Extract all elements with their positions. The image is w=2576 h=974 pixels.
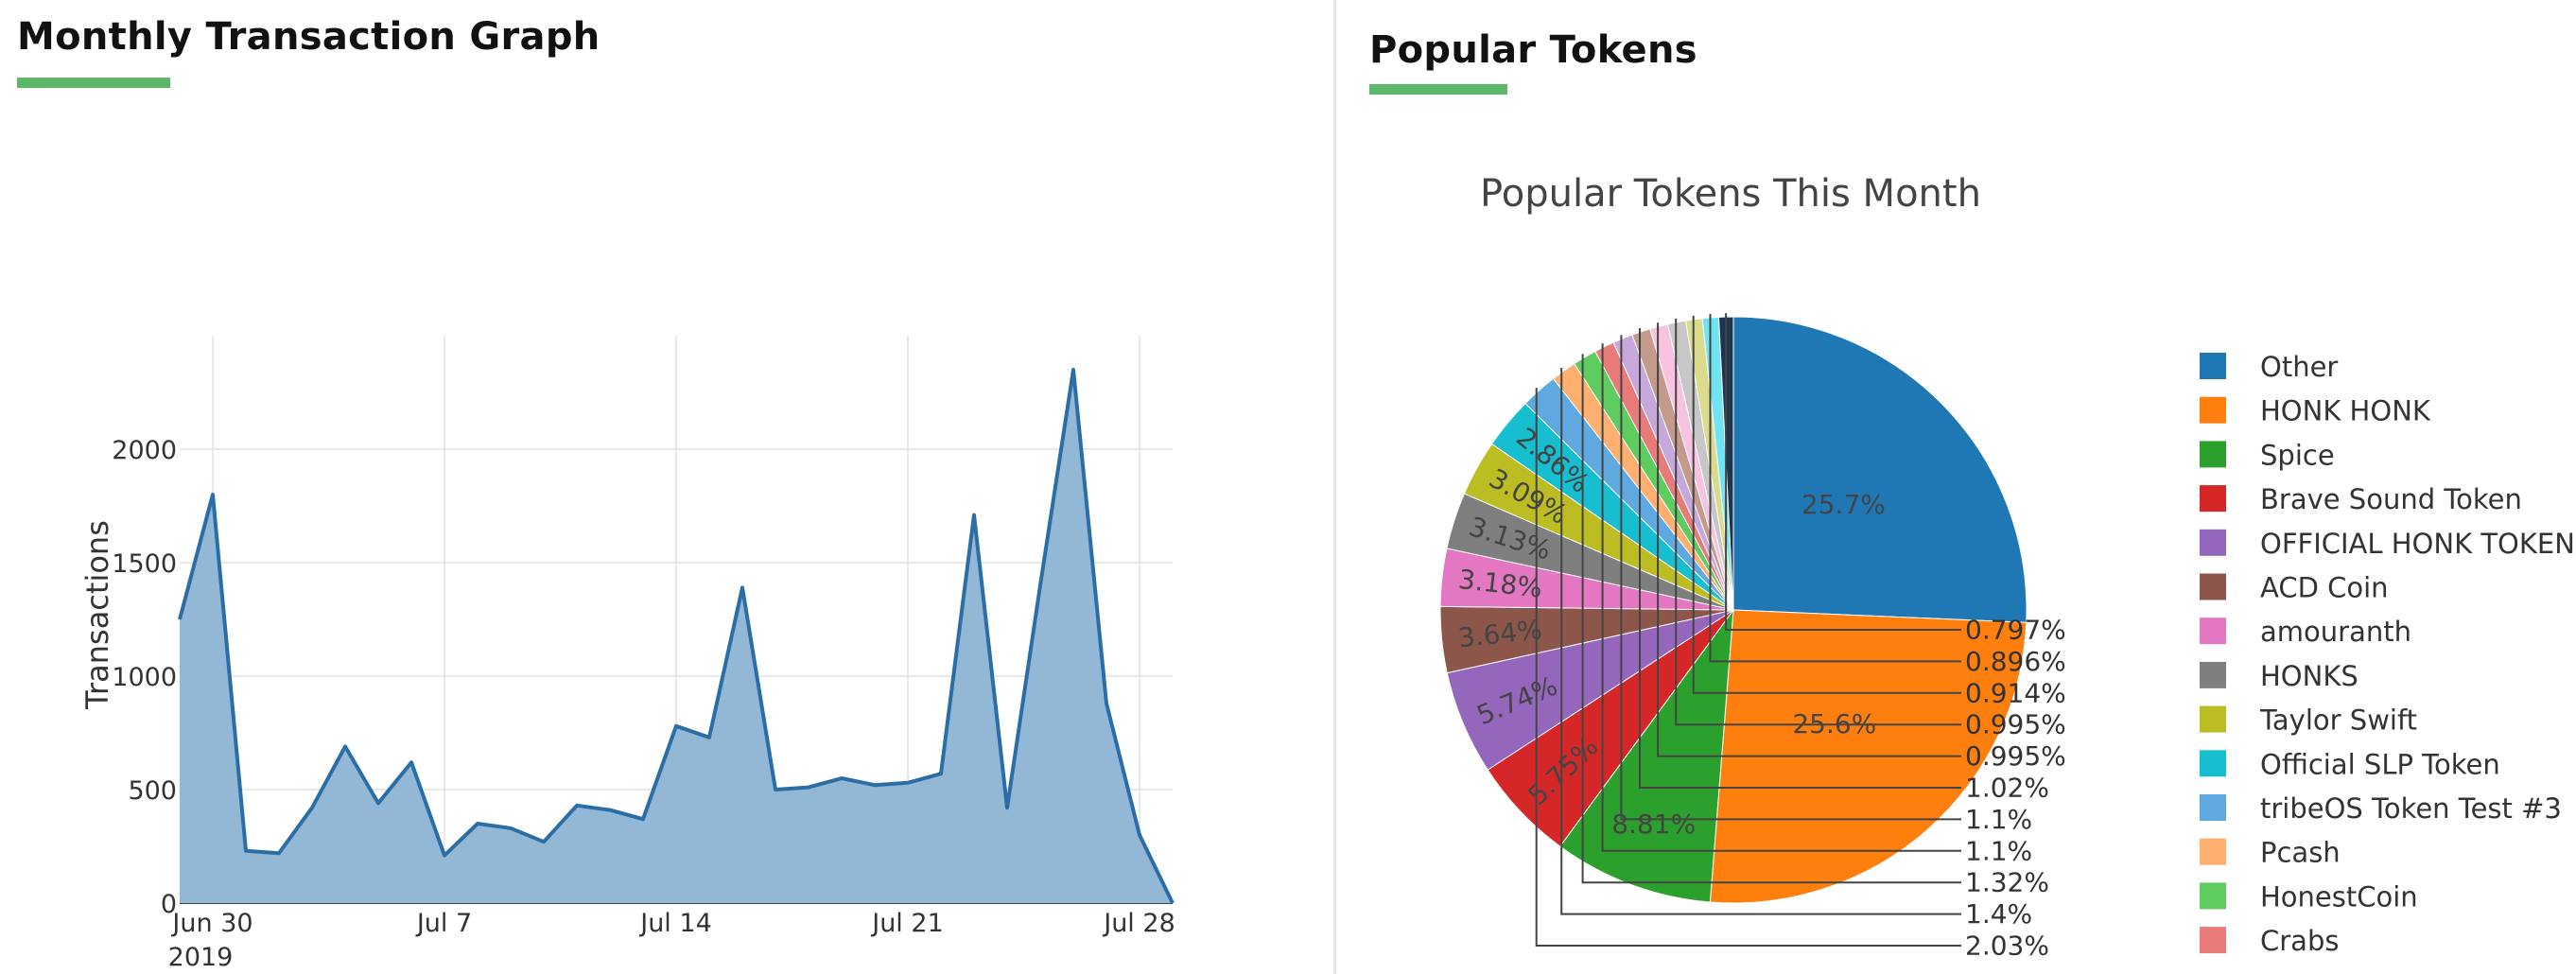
legend-label: ACD Coin	[2260, 572, 2389, 604]
legend-item[interactable]: tribeOS Token Test #3	[2200, 792, 2562, 825]
legend-label: HONK HONK	[2260, 395, 2431, 427]
legend-item[interactable]: Taylor Swift	[2200, 704, 2417, 737]
legend-label: Pcash	[2260, 837, 2341, 869]
x-tick-label: Jun 30	[170, 909, 252, 938]
title-underline-right	[1369, 84, 1507, 95]
legend-item[interactable]: HONKS	[2200, 660, 2358, 692]
legend-label: HONKS	[2260, 660, 2358, 692]
legend-swatch	[2200, 838, 2226, 865]
legend-swatch	[2200, 882, 2226, 910]
legend-label: Brave Sound Token	[2260, 483, 2522, 515]
pie-outside-label: 0.914%	[1965, 677, 2066, 708]
pie-outside-label: 1.1%	[1965, 835, 2032, 866]
y-tick-label: 1500	[112, 549, 177, 579]
title-underline-left	[17, 78, 170, 88]
panel-divider	[1333, 0, 1336, 974]
pie-leader-line	[1709, 314, 1961, 663]
y-tick-label: 2000	[112, 436, 177, 465]
pie-slice-label: 8.81%	[1611, 809, 1696, 840]
pie-slices	[1439, 316, 2028, 904]
pie-leader-line	[1639, 328, 1961, 789]
legend-item[interactable]: amouranth	[2200, 616, 2411, 648]
pie-leader-line	[1560, 368, 1961, 915]
legend-swatch	[2200, 927, 2226, 954]
legend-label: Official SLP Token	[2260, 748, 2500, 780]
legend-item[interactable]: HonestCoin	[2200, 880, 2418, 913]
legend-item[interactable]: HONK HONK	[2200, 395, 2431, 427]
legend-item[interactable]: Other	[2200, 351, 2338, 383]
legend-item[interactable]: OFFICIAL HONK TOKEN	[2200, 528, 2575, 560]
pie-leader-line	[1581, 354, 1961, 884]
x-tick-label: Jul 14	[638, 909, 712, 938]
legend-swatch	[2200, 750, 2226, 777]
legend-swatch	[2200, 441, 2226, 468]
pie-slice	[1732, 316, 2028, 623]
y-tick-label: 500	[128, 776, 177, 806]
legend-item[interactable]: Crabs	[2200, 925, 2339, 957]
pie-outside-label: 1.32%	[1965, 867, 2049, 898]
x-tick-label: Jul 28	[1102, 909, 1175, 938]
legend-label: Taylor Swift	[2259, 704, 2417, 737]
pie-leader-line	[1675, 318, 1961, 726]
pie-outside-label: 1.1%	[1965, 804, 2032, 835]
pie-leader-line	[1620, 335, 1961, 821]
pie-outside-label: 0.797%	[1965, 615, 2066, 646]
legend-swatch	[2200, 396, 2226, 424]
pie-outside-label: 0.896%	[1965, 646, 2066, 677]
x-tick-label: Jul 7	[415, 909, 472, 938]
pie-outside-label: 2.03%	[1965, 931, 2049, 962]
legend-label: Crabs	[2260, 925, 2339, 957]
pie-outside-label: 1.4%	[1965, 898, 2032, 930]
area-fill	[180, 370, 1173, 903]
pie-leader-line	[1725, 313, 1961, 631]
pie-chart-title: Popular Tokens This Month	[1480, 172, 1981, 216]
legend-label: amouranth	[2260, 616, 2411, 648]
area-line	[178, 368, 1175, 904]
pie-outside-label: 1.02%	[1965, 773, 2049, 804]
legend-label: OFFICIAL HONK TOKEN	[2260, 528, 2575, 560]
legend-item[interactable]: Official SLP Token	[2200, 748, 2500, 780]
legend-swatch	[2200, 661, 2226, 688]
legend-swatch	[2200, 617, 2226, 645]
pie-outside-labels: 2.03%1.4%1.32%1.1%1.1%1.02%0.995%0.995%0…	[1535, 313, 2066, 962]
legend-swatch	[2200, 485, 2226, 513]
popular-tokens-pie-chart: Popular Tokens This Month 25.7%25.6%8.81…	[1439, 172, 2575, 962]
y-axis-label: Transactions	[79, 520, 115, 710]
legend-label: tribeOS Token Test #3	[2260, 792, 2562, 825]
legend-item[interactable]: Pcash	[2200, 837, 2341, 869]
legend-label: Spice	[2260, 439, 2335, 471]
x-tick-sublabel: 2019	[168, 943, 234, 972]
popular-tokens-title: Popular Tokens	[1369, 28, 1697, 72]
monthly-transaction-title: Monthly Transaction Graph	[17, 15, 600, 59]
y-tick-labels: 0 500 1000 1500 2000	[112, 436, 177, 919]
legend-item[interactable]: Brave Sound Token	[2200, 483, 2522, 515]
legend-item[interactable]: ACD Coin	[2200, 572, 2389, 604]
pie-outside-label: 0.995%	[1965, 709, 2066, 740]
pie-outside-label: 0.995%	[1965, 740, 2066, 772]
legend-swatch	[2200, 529, 2226, 556]
legend-swatch	[2200, 353, 2226, 379]
pie-slice-label: 25.7%	[1801, 489, 1886, 520]
x-tick-labels: Jun 30 Jul 7 Jul 14 Jul 21 Jul 28	[170, 909, 1175, 938]
legend-swatch	[2200, 705, 2226, 733]
y-tick-label: 1000	[112, 663, 177, 692]
x-tick-label: Jul 21	[870, 909, 944, 938]
y-tick-label: 0	[161, 890, 177, 919]
pie-legend: Other HONK HONK Spice Brave Sound Token OFFI…	[2200, 351, 2575, 957]
legend-label: Other	[2260, 351, 2338, 383]
legend-label: HonestCoin	[2260, 880, 2418, 913]
legend-swatch	[2200, 573, 2226, 600]
legend-item[interactable]: Spice	[2200, 439, 2335, 471]
pie-leader-line	[1692, 315, 1961, 694]
area-series	[178, 368, 1175, 904]
pie-leader-line	[1535, 388, 1961, 947]
pie-leader-line	[1601, 343, 1961, 852]
legend-swatch	[2200, 794, 2226, 821]
transaction-area-chart: 0 500 1000 1500 2000 Jun 30 Jul 7 Jul 14 Jul 21…	[79, 336, 1175, 972]
pie-leader-line	[1657, 322, 1961, 757]
